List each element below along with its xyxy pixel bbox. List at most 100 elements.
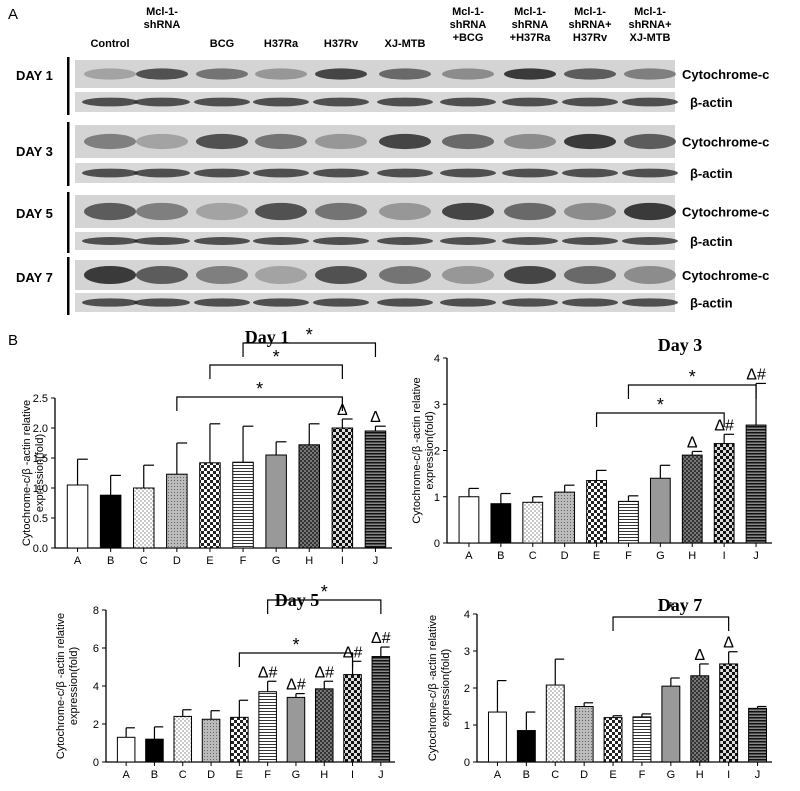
band xyxy=(562,97,618,107)
band xyxy=(622,298,678,307)
band xyxy=(315,68,367,80)
band xyxy=(82,298,138,307)
x-tick-label: A xyxy=(74,555,82,567)
bar xyxy=(490,503,512,544)
band xyxy=(564,133,616,150)
bracket-label: * xyxy=(667,599,674,619)
lane-label: BCG xyxy=(210,38,234,50)
band xyxy=(136,266,188,284)
significance-mark: Δ# xyxy=(258,664,278,681)
band xyxy=(136,68,188,80)
band xyxy=(134,168,190,178)
bar xyxy=(719,663,739,763)
bracket xyxy=(267,599,382,614)
band xyxy=(134,97,190,107)
bar xyxy=(331,427,354,549)
band xyxy=(622,237,678,245)
chart-title: Day 7 xyxy=(658,595,703,615)
band xyxy=(194,97,250,107)
x-tick-label: F xyxy=(240,555,247,567)
bar xyxy=(258,691,277,763)
y-tick-label: 0.5 xyxy=(33,513,48,525)
x-tick-label: J xyxy=(378,769,384,781)
bar xyxy=(343,674,362,763)
band xyxy=(194,298,250,307)
y-tick-label: 4 xyxy=(93,681,99,693)
band xyxy=(504,266,556,284)
band xyxy=(196,266,248,284)
x-tick-label: G xyxy=(272,555,281,567)
band xyxy=(82,168,138,178)
lane-label-line: Mcl-1- xyxy=(514,6,546,18)
lane-label-line: H37Ra xyxy=(264,38,299,50)
band xyxy=(313,168,369,178)
band xyxy=(313,298,369,307)
band xyxy=(504,68,556,80)
lane-label: Mcl-1-shRNA+ H37Rv xyxy=(568,6,611,44)
x-tick-label: A xyxy=(494,769,502,781)
x-tick-label: I xyxy=(341,555,344,567)
lane-label-line: H37Rv xyxy=(324,38,359,50)
band xyxy=(196,68,248,80)
lane-label: XJ-MTB xyxy=(385,38,426,50)
bar xyxy=(371,656,391,763)
band xyxy=(377,298,433,307)
y-tick-label: 6 xyxy=(93,643,99,655)
bar xyxy=(458,496,480,544)
band-label: β-actin xyxy=(690,166,733,181)
band xyxy=(624,133,676,150)
blot xyxy=(75,195,675,228)
bar xyxy=(201,718,221,763)
bracket xyxy=(627,384,757,399)
band xyxy=(624,266,676,284)
band xyxy=(315,266,367,284)
y-tick-label: 8 xyxy=(93,605,99,617)
x-tick-label: B xyxy=(523,769,530,781)
band xyxy=(442,68,494,80)
band xyxy=(379,266,431,284)
bracket-label: * xyxy=(292,635,299,655)
band xyxy=(82,97,138,107)
lane-label-line: Mcl-1- xyxy=(452,6,484,18)
bar xyxy=(618,500,639,544)
y-tick-label: 0 xyxy=(93,757,99,769)
day-label: DAY 7 xyxy=(16,270,53,285)
band xyxy=(84,266,136,284)
x-tick-label: I xyxy=(723,550,726,562)
significance-mark: Δ xyxy=(687,434,698,451)
x-tick-label: C xyxy=(529,550,537,562)
band xyxy=(255,133,307,150)
blot xyxy=(75,232,675,250)
day-bar xyxy=(67,57,70,115)
band xyxy=(377,237,433,245)
x-tick-label: D xyxy=(580,769,588,781)
lane-label-line: Mcl-1- xyxy=(574,6,606,18)
band xyxy=(196,202,248,221)
y-axis-label-line: Cytochrome-c/β -actin relative xyxy=(21,400,33,546)
bracket-label: * xyxy=(657,395,664,415)
bar xyxy=(132,487,155,549)
x-tick-label: F xyxy=(625,550,632,562)
band xyxy=(84,202,136,221)
bar xyxy=(99,494,122,549)
significance-mark: Δ xyxy=(370,409,381,426)
bar xyxy=(298,444,321,549)
lane-label-line: shRNA xyxy=(512,19,549,31)
y-tick-label: 2 xyxy=(464,683,470,695)
y-tick-label: 3 xyxy=(464,646,470,658)
band xyxy=(313,97,369,107)
x-tick-label: B xyxy=(497,550,504,562)
bar xyxy=(173,715,193,763)
day-bar xyxy=(67,122,70,186)
x-tick-label: B xyxy=(107,555,114,567)
lane-label-line: shRNA xyxy=(450,19,487,31)
y-axis-label-line: expression(fold) xyxy=(68,647,80,725)
significance-mark: Δ# xyxy=(286,677,306,694)
bar xyxy=(661,685,681,763)
y-tick-label: 1.0 xyxy=(33,483,48,495)
blot xyxy=(75,163,675,183)
band xyxy=(504,202,556,221)
x-tick-label: H xyxy=(696,769,704,781)
x-tick-label: A xyxy=(122,769,130,781)
